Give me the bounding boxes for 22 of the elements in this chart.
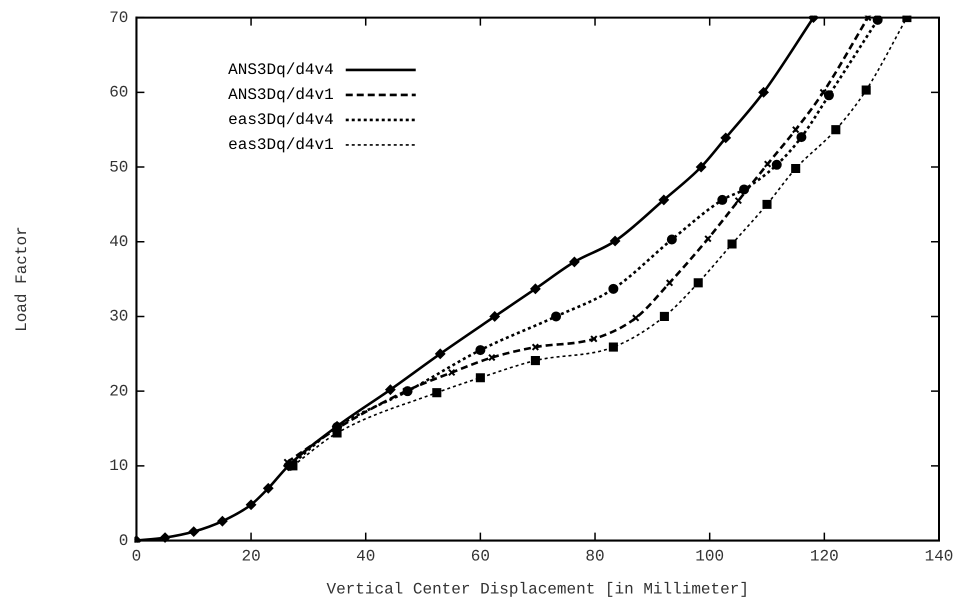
- legend-label: ANS3Dq/d4v4: [228, 61, 334, 80]
- y-tick-label: 30: [109, 308, 128, 326]
- y-tick-label: 0: [118, 532, 128, 550]
- x-tick-label: 60: [470, 547, 490, 566]
- x-tick-label: 80: [585, 547, 605, 566]
- x-tick-label: 100: [695, 547, 724, 566]
- y-tick-label: 60: [109, 84, 128, 102]
- y-tick-label: 10: [109, 457, 128, 476]
- y-axis-title: Load Factor: [12, 226, 31, 332]
- x-tick-label: 20: [241, 547, 261, 566]
- y-tick-label: 70: [109, 8, 128, 27]
- x-tick-label: 0: [132, 547, 142, 566]
- y-tick-label: 50: [109, 158, 128, 176]
- x-axis-title: Vertical Center Displacement [in Millimeter]: [326, 580, 749, 599]
- y-tick-label: 20: [109, 382, 128, 400]
- x-tick-label: 40: [356, 547, 376, 566]
- legend-label: ANS3Dq/d4v1: [228, 86, 334, 104]
- x-tick-label: 120: [810, 547, 839, 566]
- legend-label: eas3Dq/d4v1: [228, 136, 334, 154]
- y-tick-label: 40: [109, 232, 128, 251]
- legend-label: eas3Dq/d4v4: [228, 111, 334, 130]
- x-tick-label: 140: [924, 547, 954, 566]
